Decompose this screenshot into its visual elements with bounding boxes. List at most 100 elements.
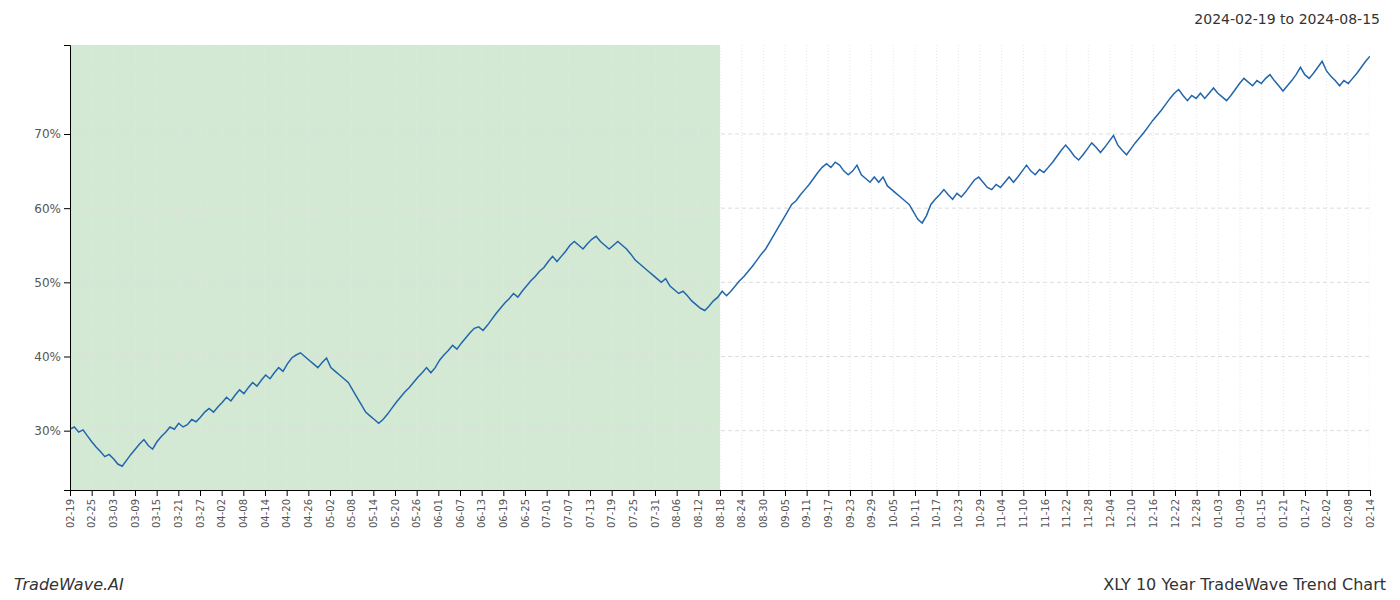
grid-line-x	[698, 45, 699, 490]
x-tick: 02-25	[86, 490, 97, 528]
grid-line-x	[741, 45, 742, 490]
x-tick: 07-19	[606, 490, 617, 528]
grid-line-x	[1001, 45, 1002, 490]
x-tick-label: 12-28	[1191, 499, 1202, 528]
x-tick: 07-07	[563, 490, 574, 528]
grid-line-x	[1066, 45, 1067, 490]
x-tick-mark	[850, 490, 851, 496]
x-tick: 01-03	[1213, 490, 1224, 528]
shaded-region	[70, 45, 720, 490]
x-tick-label: 11-10	[1018, 499, 1029, 528]
y-tick-mark	[64, 134, 70, 135]
grid-line-x	[1131, 45, 1132, 490]
x-tick-mark	[590, 490, 591, 496]
x-tick-mark	[1218, 490, 1219, 496]
x-tick-label: 09-23	[845, 499, 856, 528]
x-tick: 10-17	[931, 490, 942, 528]
x-tick-label: 01-09	[1235, 499, 1246, 528]
x-tick: 03-09	[130, 490, 141, 528]
x-tick-mark	[1348, 490, 1349, 496]
grid-line-x	[936, 45, 937, 490]
grid-line-x	[1283, 45, 1284, 490]
x-tick: 01-21	[1278, 490, 1289, 528]
x-tick-mark	[980, 490, 981, 496]
x-tick-label: 02-19	[65, 499, 76, 528]
x-tick-label: 01-03	[1213, 499, 1224, 528]
x-tick-label: 02-08	[1343, 499, 1354, 528]
x-tick: 05-02	[325, 490, 336, 528]
x-tick: 02-02	[1321, 490, 1332, 528]
x-tick: 04-02	[216, 490, 227, 528]
x-tick-mark	[525, 490, 526, 496]
x-tick: 04-08	[238, 490, 249, 528]
x-tick-label: 07-19	[606, 499, 617, 528]
x-tick-mark	[655, 490, 656, 496]
x-tick: 06-01	[433, 490, 444, 528]
grid-line-x	[1326, 45, 1327, 490]
grid-line-x	[980, 45, 981, 490]
x-tick-label: 10-05	[888, 499, 899, 528]
x-tick: 07-31	[650, 490, 661, 528]
x-tick: 11-10	[1018, 490, 1029, 528]
y-axis: 30%40%50%60%70%	[34, 46, 70, 491]
x-tick: 04-26	[303, 490, 314, 528]
x-tick-mark	[807, 490, 808, 496]
x-tick: 12-22	[1170, 490, 1181, 528]
x-tick: 05-14	[368, 490, 379, 528]
x-tick-mark	[308, 490, 309, 496]
x-tick-label: 11-16	[1040, 499, 1051, 528]
grid-line-x	[676, 45, 677, 490]
grid-line-x	[416, 45, 417, 490]
grid-line-x	[806, 45, 807, 490]
x-tick-label: 09-11	[801, 499, 812, 528]
x-tick: 05-20	[390, 490, 401, 528]
x-tick-label: 10-17	[931, 499, 942, 528]
x-tick-mark	[1153, 490, 1154, 496]
x-tick-mark	[763, 490, 764, 496]
x-tick-label: 11-22	[1061, 499, 1072, 528]
grid-line-y	[70, 430, 1370, 431]
line	[70, 56, 1370, 466]
x-tick-mark	[568, 490, 569, 496]
grid-line-x	[525, 45, 526, 490]
grid-line-x	[611, 45, 612, 490]
grid-line-x	[1088, 45, 1089, 490]
y-tick-mark	[64, 357, 70, 358]
x-tick-mark	[265, 490, 266, 496]
x-tick-label: 09-17	[823, 499, 834, 528]
x-tick-label: 01-21	[1278, 499, 1289, 528]
x-tick: 09-11	[801, 490, 812, 528]
x-tick-label: 07-13	[585, 499, 596, 528]
x-tick: 10-29	[975, 490, 986, 528]
x-tick-label: 10-11	[910, 499, 921, 528]
x-tick: 05-08	[346, 490, 357, 528]
grid-line-x	[113, 45, 114, 490]
x-tick-mark	[677, 490, 678, 496]
subtitle: 2024-02-19 to 2024-08-15	[1194, 11, 1380, 27]
grid-line-x	[850, 45, 851, 490]
grid-line-x	[1045, 45, 1046, 490]
grid-line-x	[438, 45, 439, 490]
x-tick: 03-27	[195, 490, 206, 528]
grid-line-x	[763, 45, 764, 490]
x-tick-label: 05-20	[390, 499, 401, 528]
annotation: TradeWave.AI	[14, 575, 124, 594]
x-tick-label: 06-25	[520, 499, 531, 528]
grid-line-x	[1196, 45, 1197, 490]
grid-line-x	[1261, 45, 1262, 490]
grid-line-x	[481, 45, 482, 490]
x-tick-mark	[113, 490, 114, 496]
x-tick-label: 08-30	[758, 499, 769, 528]
x-tick: 01-27	[1300, 490, 1311, 528]
x-tick: 11-28	[1083, 490, 1094, 528]
grid-line-x	[395, 45, 396, 490]
grid-line-x	[1370, 45, 1371, 490]
x-tick-mark	[872, 490, 873, 496]
x-tick: 11-16	[1040, 490, 1051, 528]
x-tick-mark	[1370, 490, 1371, 496]
x-tick-label: 01-27	[1300, 499, 1311, 528]
grid-line-x	[1218, 45, 1219, 490]
x-tick-label: 06-13	[476, 499, 487, 528]
x-tick-mark	[1002, 490, 1003, 496]
x-tick-label: 08-12	[693, 499, 704, 528]
